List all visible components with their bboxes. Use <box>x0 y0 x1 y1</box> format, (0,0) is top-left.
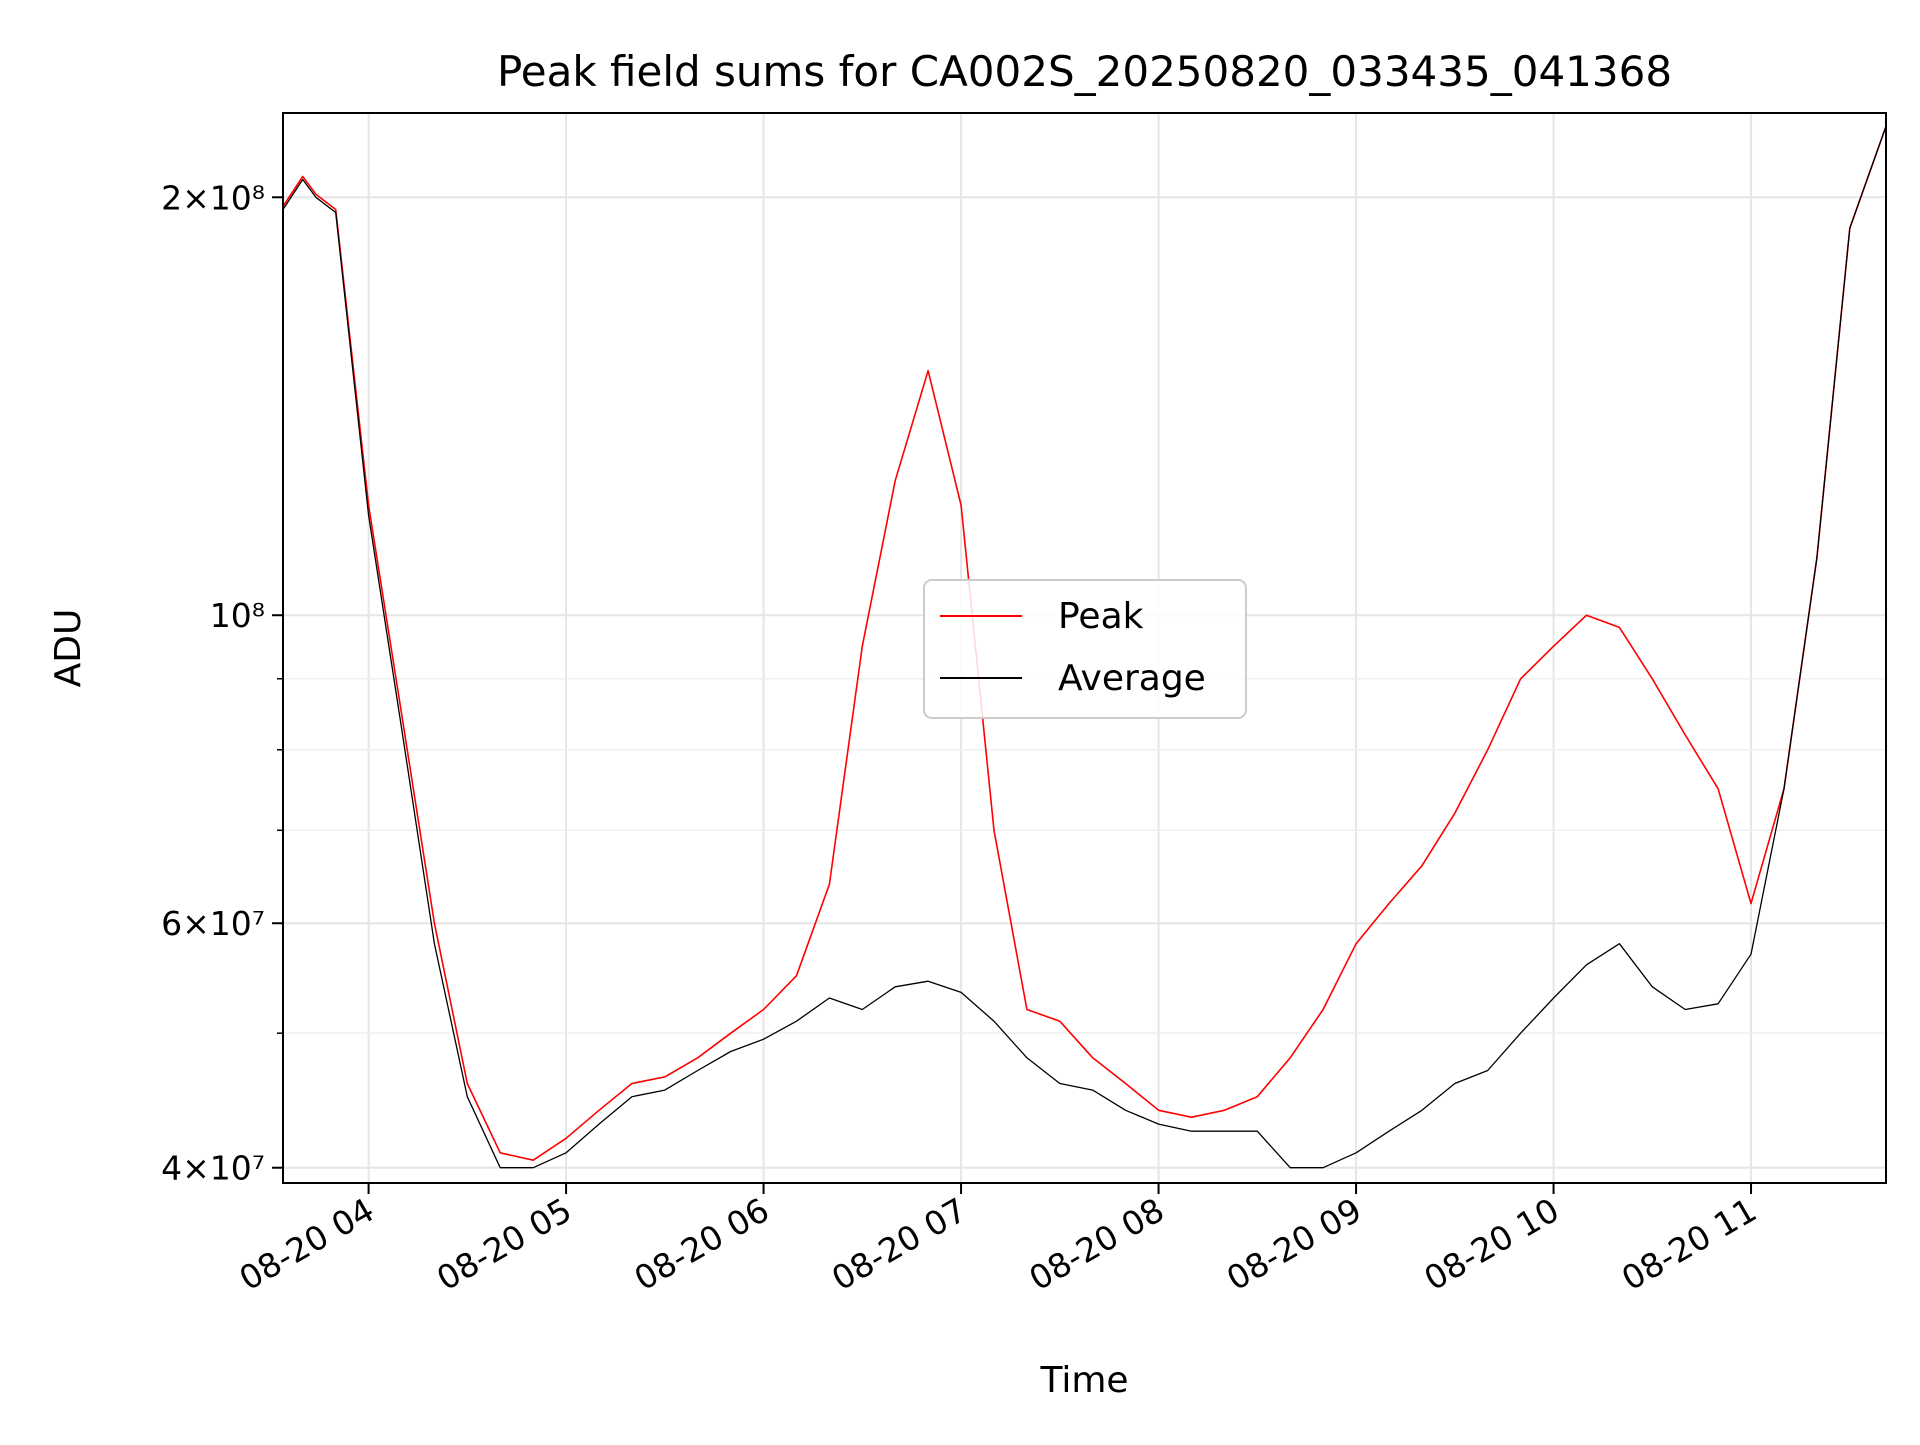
y-axis-label: ADU <box>48 609 89 688</box>
legend-box <box>923 579 1247 719</box>
series-average-line <box>282 126 1887 1169</box>
y-tick-label: 2×10⁸ <box>161 178 265 217</box>
y-tick-label: 10⁸ <box>210 596 265 635</box>
y-tick-label: 6×10⁷ <box>161 904 265 943</box>
series-peak-line <box>282 126 1887 1161</box>
chart-title: Peak field sums for CA002S_20250820_0334… <box>497 47 1672 96</box>
series-layer <box>282 126 1887 1169</box>
legend: Peak Average <box>923 579 1247 719</box>
legend-average-label: Average <box>1058 658 1206 699</box>
plot-frame <box>282 112 1887 1184</box>
x-axis-label: Time <box>1039 1360 1128 1401</box>
y-tick-label: 4×10⁷ <box>161 1149 265 1188</box>
legend-peak-label: Peak <box>1058 596 1144 637</box>
